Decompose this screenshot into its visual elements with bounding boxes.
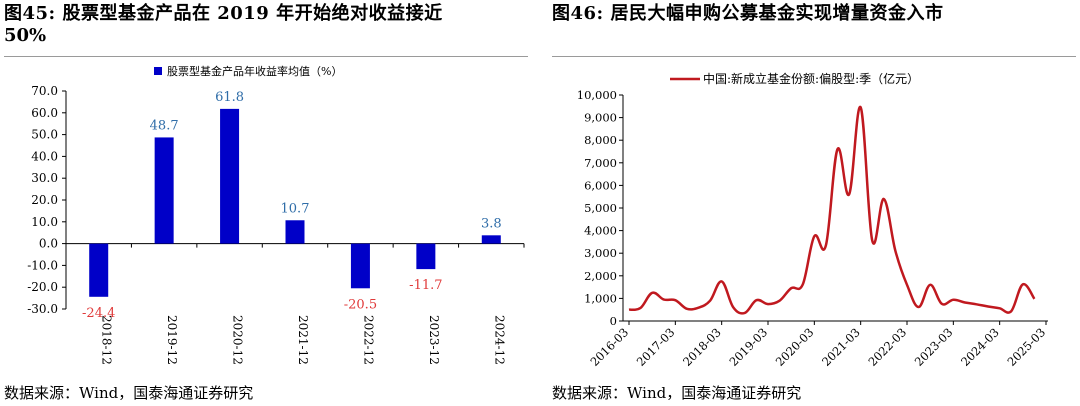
x-tick-label: 2025-03 xyxy=(1004,325,1048,369)
y-tick-label: 50.0 xyxy=(31,128,58,142)
right-chart-frame: 中国:新成立基金份额:偏股型:季（亿元） 10,000 9,000 8,000 7,00… xyxy=(552,56,1076,379)
y-tick-label: 40.0 xyxy=(31,149,58,163)
legend-label: 股票型基金产品年收益率均值（%） xyxy=(167,64,342,78)
x-tick-label: 2019-12 xyxy=(165,315,179,365)
y-tick-label: 0 xyxy=(610,314,617,328)
x-tick-label: 2020-12 xyxy=(231,315,245,365)
line-chart: 中国:新成立基金份额:偏股型:季（亿元） 10,000 9,000 8,000 7,00… xyxy=(577,71,1048,369)
x-tick-label: 2023-03 xyxy=(912,325,956,369)
bar xyxy=(220,108,240,244)
data-label: 61.8 xyxy=(215,90,244,105)
y-tick-label: 2,000 xyxy=(584,269,617,283)
y-tick-label: 20.0 xyxy=(31,193,58,207)
bar xyxy=(285,220,305,244)
bar-chart: 股票型基金产品年收益率均值（%） 70.0 60.0 50.0 40.0 30.0 20.0… xyxy=(27,64,525,365)
y-tick-label: 3,000 xyxy=(584,246,617,260)
left-chart-title: 图45: 股票型基金产品在 2019 年开始绝对收益接近 xyxy=(4,3,443,24)
left-panel: 图45: 股票型基金产品在 2019 年开始绝对收益接近 50% 股票型基金产品… xyxy=(0,0,532,406)
data-label: 48.7 xyxy=(150,118,179,133)
x-tick-label: 2021-03 xyxy=(819,325,863,369)
x-tick-label: 2024-12 xyxy=(492,315,506,365)
y-tick-label: 5,000 xyxy=(584,201,617,215)
y-tick-label: 7,000 xyxy=(584,156,617,170)
series-line xyxy=(628,106,1036,315)
y-tick-label: -30.0 xyxy=(27,302,58,316)
y-tick-label: 1,000 xyxy=(584,291,617,305)
bar xyxy=(416,243,436,270)
legend-label: 中国:新成立基金份额:偏股型:季（亿元） xyxy=(703,71,919,86)
y-tick-label: 6,000 xyxy=(584,178,617,192)
y-tick-label: 10.0 xyxy=(31,215,58,229)
bar xyxy=(89,243,109,297)
left-source-note: 数据来源：Wind，国泰海通证券研究 xyxy=(4,384,254,402)
x-tick-label: 2017-03 xyxy=(634,325,678,369)
x-tick-label: 2023-12 xyxy=(427,315,441,365)
x-tick-label: 2022-03 xyxy=(865,325,909,369)
x-tick-label: 2020-03 xyxy=(773,325,817,369)
right-panel: 图46: 居民大幅申购公募基金实现增量资金入市 中国:新成立基金份额:偏股型:季… xyxy=(548,0,1080,406)
bar xyxy=(154,137,174,244)
bar xyxy=(350,243,370,289)
data-label: 10.7 xyxy=(281,201,310,216)
x-tick-label: 2019-03 xyxy=(726,325,770,369)
x-tick-label: 2021-12 xyxy=(296,315,310,365)
data-label: -24.4 xyxy=(82,306,115,321)
y-tick-label: 9,000 xyxy=(584,111,617,125)
left-chart-title-line2: 50% xyxy=(4,25,47,46)
y-tick-label: 0.0 xyxy=(39,237,58,251)
y-tick-label: -10.0 xyxy=(27,258,58,272)
y-tick-label: 30.0 xyxy=(31,171,58,185)
right-chart-title: 图46: 居民大幅申购公募基金实现增量资金入市 xyxy=(552,3,944,24)
x-tick-label: 2018-12 xyxy=(100,315,114,365)
x-tick-label: 2018-03 xyxy=(680,325,724,369)
y-tick-label: -20.0 xyxy=(27,280,58,294)
y-tick-label: 60.0 xyxy=(31,106,58,120)
data-label: 3.8 xyxy=(481,216,502,231)
legend-swatch xyxy=(154,67,162,75)
x-tick-label: 2024-03 xyxy=(958,325,1002,369)
y-tick-label: 10,000 xyxy=(577,88,617,102)
right-source-note: 数据来源：Wind，国泰海通证券研究 xyxy=(552,384,802,402)
x-tick-label: 2016-03 xyxy=(587,325,631,369)
y-tick-label: 4,000 xyxy=(584,224,617,238)
x-tick-label: 2022-12 xyxy=(361,315,375,365)
data-label: -20.5 xyxy=(344,297,377,312)
left-chart-frame: 股票型基金产品年收益率均值（%） 70.0 60.0 50.0 40.0 30.0 20.0… xyxy=(4,56,528,379)
data-label: -11.7 xyxy=(409,278,442,293)
y-tick-label: 8,000 xyxy=(584,133,617,147)
bar xyxy=(481,235,501,244)
y-tick-label: 70.0 xyxy=(31,84,58,98)
